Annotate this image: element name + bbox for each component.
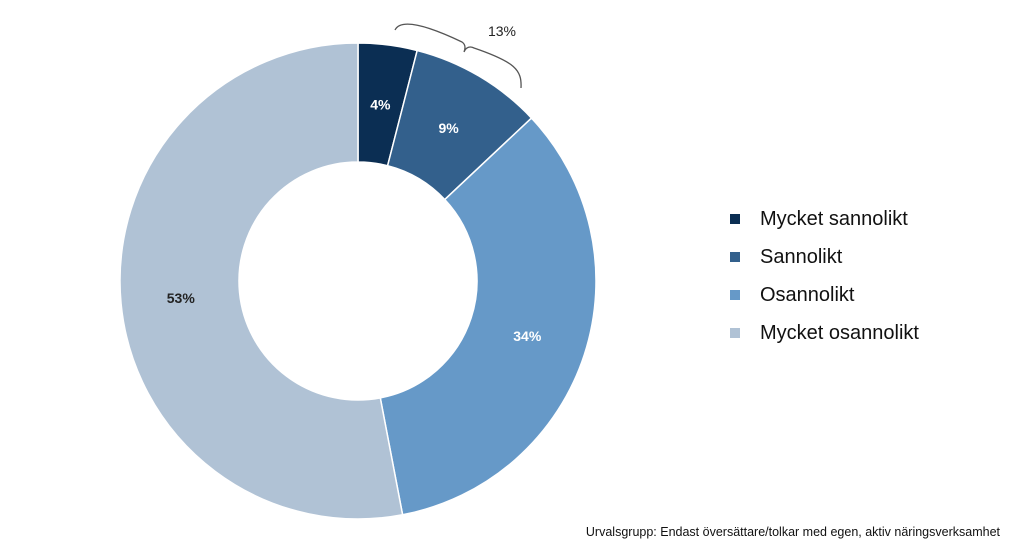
- slice-mycket-osannolikt: [119, 42, 404, 520]
- legend-item: Mycket osannolikt: [730, 314, 919, 352]
- legend-swatch: [730, 252, 740, 262]
- legend-label: Osannolikt: [760, 283, 855, 306]
- data-label: 9%: [438, 120, 459, 136]
- data-label: 53%: [167, 290, 196, 306]
- legend: Mycket sannolikt Sannolikt Osannolikt Mycke…: [730, 200, 919, 352]
- legend-swatch: [730, 328, 740, 338]
- annotation-label: 13%: [488, 23, 516, 39]
- legend-swatch: [730, 214, 740, 224]
- legend-label: Mycket osannolikt: [760, 321, 919, 344]
- legend-label: Mycket sannolikt: [760, 207, 908, 230]
- legend-item: Mycket sannolikt: [730, 200, 919, 238]
- footnote: Urvalsgrupp: Endast översättare/tolkar m…: [585, 525, 1000, 539]
- legend-swatch: [730, 290, 740, 300]
- legend-label: Sannolikt: [760, 245, 843, 268]
- annotation-brace: [394, 23, 522, 89]
- legend-item: Osannolikt: [730, 276, 919, 314]
- slice-osannolikt: [379, 117, 597, 516]
- data-label: 34%: [513, 328, 542, 344]
- data-label: 4%: [370, 96, 391, 112]
- legend-item: Sannolikt: [730, 238, 919, 276]
